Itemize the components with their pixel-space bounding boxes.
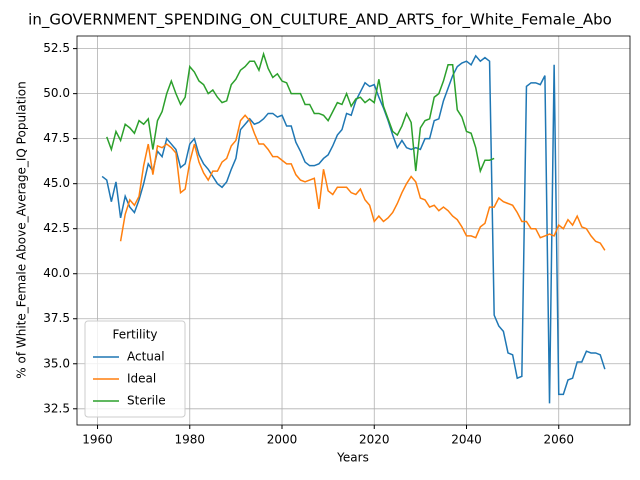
x-tick-label: 1960	[82, 433, 113, 447]
y-tick-label: 50.0	[43, 86, 70, 100]
x-tick-label: 1980	[174, 433, 205, 447]
legend-label: Ideal	[127, 372, 156, 386]
y-tick-label: 32.5	[43, 401, 70, 415]
legend-label: Actual	[127, 350, 165, 364]
y-tick-label: 35.0	[43, 356, 70, 370]
plot-frame	[76, 35, 631, 426]
y-tick-label: 52.5	[43, 41, 70, 55]
line-series	[101, 54, 606, 404]
legend-box	[84, 320, 186, 418]
x-axis-label: Years	[336, 451, 369, 465]
y-tick-label: 37.5	[43, 311, 70, 325]
line-series	[119, 114, 606, 251]
chart-title: in_GOVERNMENT_SPENDING_ON_CULTURE_AND_AR…	[28, 11, 612, 30]
legend-title: Fertility	[112, 328, 157, 342]
y-tick-label: 47.5	[43, 131, 70, 145]
line-series	[106, 51, 495, 174]
x-tick-label: 2040	[451, 433, 482, 447]
y-tick-label: 42.5	[43, 221, 70, 235]
y-tick-label: 40.0	[43, 266, 70, 280]
y-tick-label: 45.0	[43, 176, 70, 190]
legend-label: Sterile	[127, 394, 166, 408]
y-axis-label: % of White_Female Above_Average_IQ Popul…	[15, 81, 29, 378]
legend: Fertility Actual Ideal Sterile	[84, 320, 186, 418]
x-tick-label: 2060	[543, 433, 574, 447]
x-tick-label: 2000	[267, 433, 298, 447]
x-tick-label: 2020	[359, 433, 390, 447]
